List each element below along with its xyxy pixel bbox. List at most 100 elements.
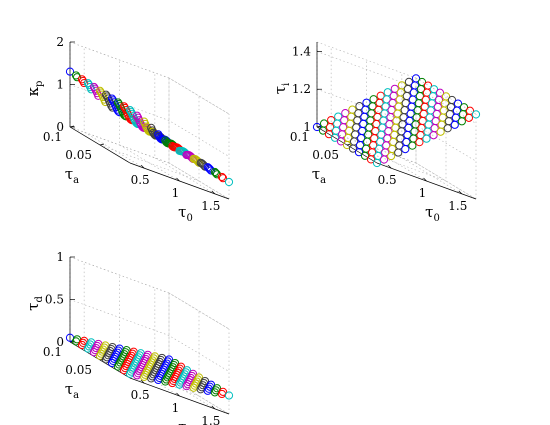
data-point (372, 158, 382, 168)
x-axis-label: τ0 (178, 203, 193, 224)
data-point (154, 375, 163, 385)
x-tick-label: 1.5 (201, 199, 220, 213)
x-tick (140, 164, 145, 169)
data-point (132, 371, 142, 380)
data-point (360, 151, 370, 160)
data-point (175, 146, 184, 155)
z-axis-label: τi (271, 83, 292, 95)
data-point (72, 73, 82, 82)
x-tick (458, 190, 463, 195)
data-point (189, 154, 198, 163)
data-point (210, 167, 219, 177)
grid-line (69, 299, 230, 372)
data-point (134, 113, 143, 122)
data-point (422, 134, 431, 143)
data-point (330, 133, 340, 142)
y-tick-label: 0.05 (65, 148, 92, 162)
data-point (210, 388, 219, 397)
data-point (203, 163, 212, 172)
grid-line (69, 41, 230, 115)
data-point (90, 84, 100, 93)
grid-line (69, 84, 230, 157)
data-point (107, 94, 117, 103)
data-point (168, 378, 177, 388)
grid-line (99, 96, 200, 182)
data-point (429, 131, 438, 140)
data-point (78, 76, 88, 86)
data-point (212, 384, 222, 393)
data-point (401, 145, 410, 154)
data-point (162, 138, 171, 147)
grid-line (346, 96, 447, 182)
data-point (84, 80, 94, 89)
data-point (312, 122, 322, 132)
y-axis-label: τa (65, 165, 79, 186)
grid-line (99, 311, 200, 397)
data-point (189, 383, 198, 392)
data-point (182, 366, 192, 375)
x-tick-label: 1.5 (448, 199, 467, 213)
data-point (89, 82, 99, 92)
data-point (156, 134, 165, 143)
data-point (204, 164, 213, 173)
y-tick-label: 0.05 (65, 363, 92, 377)
data-point (394, 148, 403, 157)
grid-line (69, 78, 170, 164)
data-point (217, 389, 227, 399)
z-tick-label: 1.4 (292, 44, 311, 58)
data-point (77, 75, 87, 84)
data-point (154, 130, 163, 139)
data-point (176, 362, 186, 371)
data-point (196, 158, 205, 167)
x-tick-label: 0.5 (378, 173, 397, 187)
y-tick-label: 0.1 (43, 130, 62, 144)
grid-line (316, 78, 417, 164)
x-tick (423, 177, 427, 182)
y-axis-label: τa (65, 380, 79, 401)
data-point (206, 380, 216, 389)
data-point (108, 96, 118, 105)
data-point (450, 120, 459, 129)
grid-line (316, 51, 477, 124)
z-axis-label: τd (24, 296, 45, 311)
grid-line (154, 72, 216, 195)
data-point (95, 86, 105, 95)
data-point (457, 117, 466, 126)
data-point (119, 102, 129, 111)
data-point (65, 67, 75, 76)
data-point (203, 386, 212, 395)
z-tick-label: 1 (56, 250, 64, 264)
z-tick-label: 0 (56, 120, 64, 134)
data-point (161, 136, 170, 145)
data-point (464, 113, 474, 122)
data-point (366, 155, 376, 164)
data-point (83, 79, 93, 88)
data-point (113, 98, 123, 107)
data-point (138, 122, 147, 131)
data-point (224, 177, 234, 187)
data-point (161, 377, 170, 386)
x-tick-label: 0.5 (131, 173, 150, 187)
data-point (120, 103, 130, 113)
data-point (150, 130, 159, 139)
x-tick (211, 405, 216, 410)
grid-line (316, 41, 417, 79)
panel-3: 0 0.5 1 0.5 1 1.5 0.10.05 τd τ0 τa (24, 250, 234, 425)
data-point (71, 71, 81, 80)
data-point (169, 142, 178, 152)
y-tick (69, 125, 75, 128)
data-point (147, 374, 156, 383)
x-tick (387, 164, 392, 169)
y-tick (99, 143, 105, 146)
data-point (408, 141, 417, 150)
data-point (125, 369, 135, 378)
data-point (147, 123, 156, 132)
data-point (200, 376, 210, 386)
data-point (471, 110, 481, 119)
data-point (140, 372, 149, 381)
data-point (443, 124, 452, 133)
z-tick-label: 1.2 (292, 82, 311, 96)
x-tick (140, 379, 145, 384)
data-point (218, 387, 228, 396)
